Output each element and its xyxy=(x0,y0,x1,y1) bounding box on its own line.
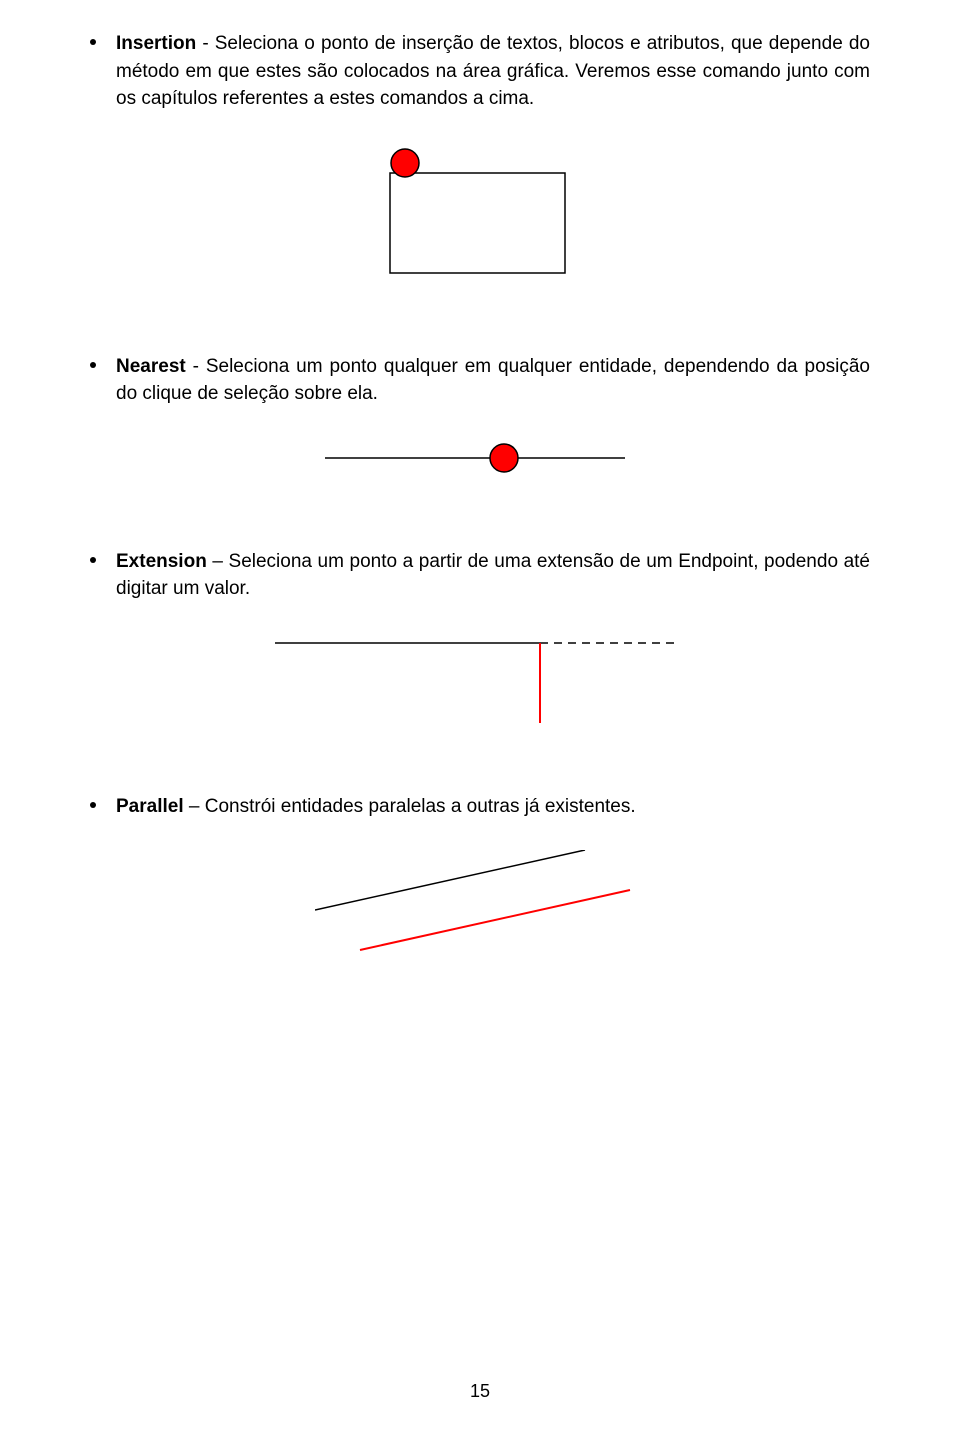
insertion-svg xyxy=(360,143,600,293)
bullet-icon xyxy=(90,802,96,808)
list-item: Nearest - Seleciona um ponto qualquer em… xyxy=(90,353,870,408)
insertion-rect xyxy=(390,173,565,273)
bullet-icon xyxy=(90,362,96,368)
extension-svg xyxy=(275,633,685,733)
item-name: Extension xyxy=(116,551,207,572)
nearest-point-icon xyxy=(490,444,518,472)
figure-insertion xyxy=(90,143,870,293)
list-item: Parallel – Constrói entidades paralelas … xyxy=(90,793,870,821)
item-desc: – Seleciona um ponto a partir de uma ext… xyxy=(116,551,870,600)
item-text-nearest: Nearest - Seleciona um ponto qualquer em… xyxy=(116,353,870,408)
page-number: 15 xyxy=(470,1381,490,1402)
insertion-point-icon xyxy=(391,149,419,177)
bullet-icon xyxy=(90,39,96,45)
item-desc: – Constrói entidades paralelas a outras … xyxy=(184,796,636,817)
item-name: Nearest xyxy=(116,356,186,377)
item-text-insertion: Insertion - Seleciona o ponto de inserçã… xyxy=(116,30,870,113)
item-text-parallel: Parallel – Constrói entidades paralelas … xyxy=(116,793,636,821)
item-text-extension: Extension – Seleciona um ponto a partir … xyxy=(116,548,870,603)
figure-nearest xyxy=(90,438,870,488)
page-content: Insertion - Seleciona o ponto de inserçã… xyxy=(0,0,960,1060)
figure-extension xyxy=(90,633,870,733)
item-desc: - Seleciona um ponto qualquer em qualque… xyxy=(116,356,870,405)
parallel-black-line xyxy=(315,850,585,910)
item-name: Parallel xyxy=(116,796,184,817)
nearest-svg xyxy=(325,438,635,488)
list-item: Extension – Seleciona um ponto a partir … xyxy=(90,548,870,603)
parallel-svg xyxy=(315,850,645,960)
bullet-icon xyxy=(90,557,96,563)
item-name: Insertion xyxy=(116,33,196,54)
list-item: Insertion - Seleciona o ponto de inserçã… xyxy=(90,30,870,113)
figure-parallel xyxy=(90,850,870,960)
item-desc: - Seleciona o ponto de inserção de texto… xyxy=(116,33,870,109)
parallel-red-line xyxy=(360,890,630,950)
